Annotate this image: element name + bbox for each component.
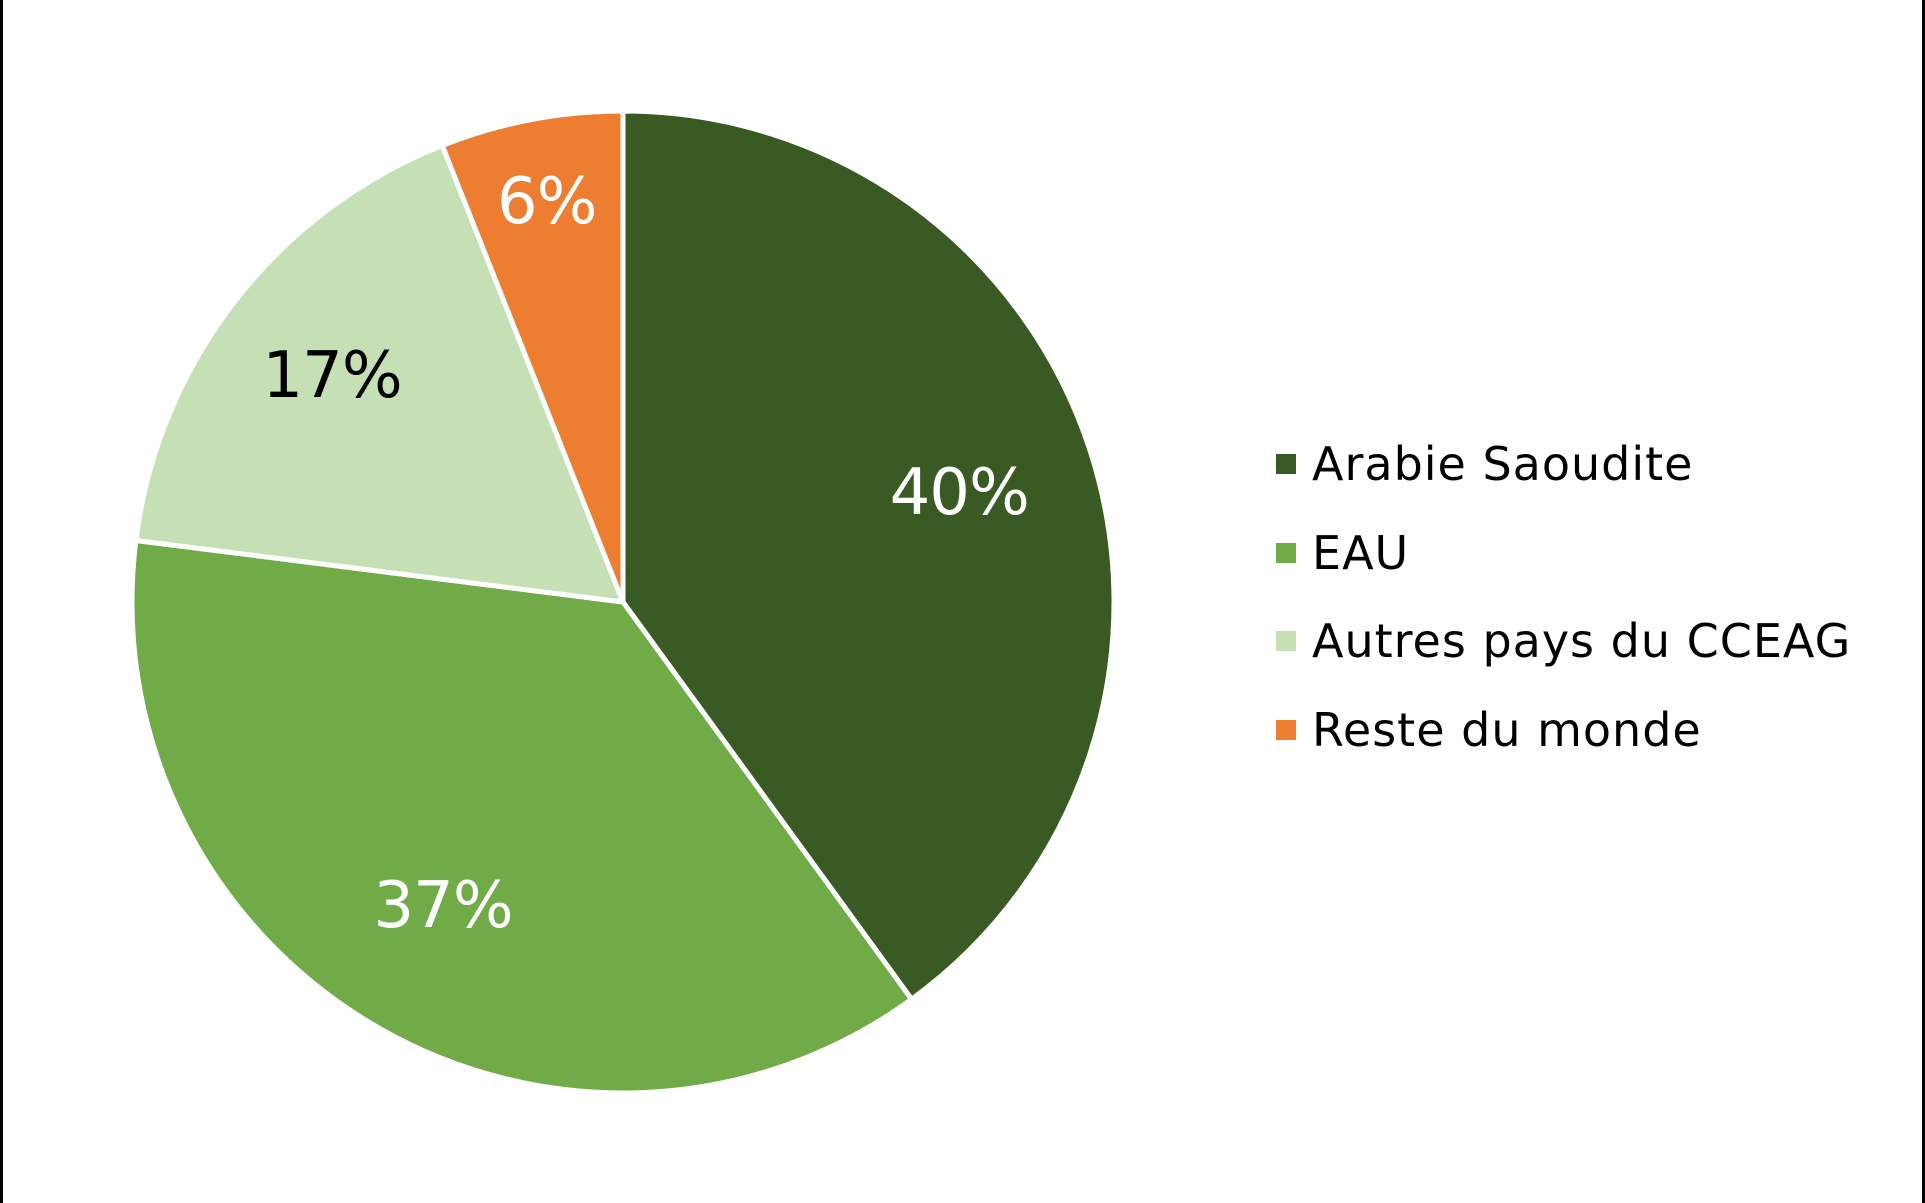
legend-label: Arabie Saoudite xyxy=(1312,437,1694,492)
legend-item-arabie-saoudite: Arabie Saoudite xyxy=(1276,420,1851,509)
legend-item-eau: EAU xyxy=(1276,509,1851,598)
legend-swatch xyxy=(1276,542,1296,563)
slice-label: 37% xyxy=(373,869,513,944)
legend-swatch xyxy=(1276,454,1296,475)
legend-swatch xyxy=(1276,631,1296,652)
legend-swatch xyxy=(1276,719,1296,740)
slice-label: 6% xyxy=(496,164,598,239)
legend-item-autres-pays: Autres pays du CCEAG xyxy=(1276,597,1851,686)
slice-label: 40% xyxy=(889,455,1030,530)
slice-label: 17% xyxy=(262,339,402,414)
pie-slice xyxy=(129,537,915,1096)
legend: Arabie Saoudite EAU Autres pays du CCEAG… xyxy=(1276,420,1851,774)
legend-item-reste-du-monde: Reste du monde xyxy=(1276,686,1851,775)
legend-label: Autres pays du CCEAG xyxy=(1312,614,1852,669)
pie-slice xyxy=(620,108,1117,1002)
pie-slice xyxy=(133,142,626,605)
legend-label: Reste du monde xyxy=(1312,702,1702,757)
legend-label: EAU xyxy=(1312,525,1410,580)
pie-slice xyxy=(439,108,626,605)
